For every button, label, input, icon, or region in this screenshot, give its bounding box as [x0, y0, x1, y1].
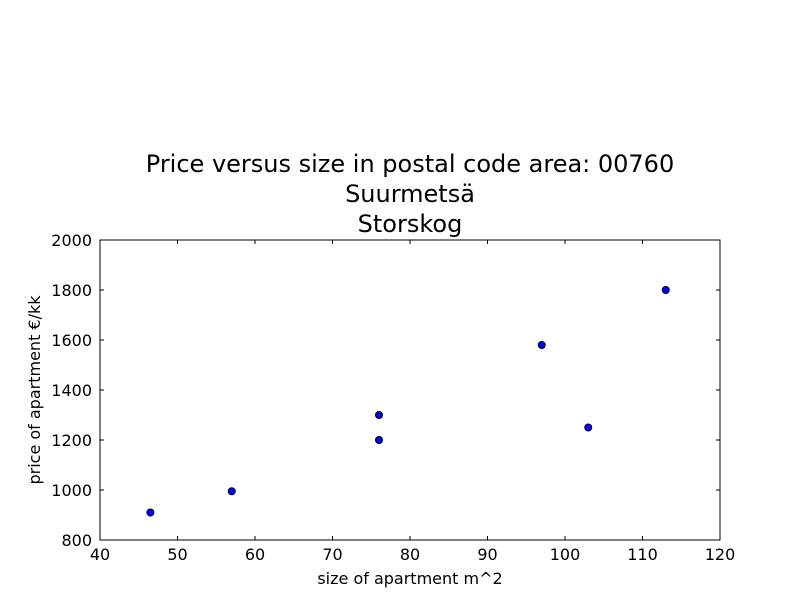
chart-title-line-1: Price versus size in postal code area: 0… — [146, 150, 674, 178]
data-point-0 — [146, 508, 155, 517]
x-tick-label: 120 — [705, 545, 736, 564]
y-tick-label: 2000 — [51, 231, 92, 250]
y-tick-label: 1800 — [51, 281, 92, 300]
x-tick-label: 60 — [245, 545, 265, 564]
chart-title-line-3: Storskog — [358, 210, 463, 238]
data-point-2 — [375, 436, 383, 444]
data-point-3 — [375, 411, 383, 419]
plot-area-frame — [99, 239, 721, 541]
y-axis-label: price of apartment €/kk — [25, 295, 44, 485]
x-tick-label: 90 — [477, 545, 497, 564]
y-tick-label: 800 — [61, 531, 92, 550]
chart-title-line-2: Suurmetsä — [345, 180, 475, 208]
axis-ticks: 40 50 60 70 80 90 100 110 120 800 1000 1200 1400 1600… — [51, 231, 735, 564]
data-point-1 — [227, 487, 236, 496]
data-point-5 — [584, 423, 593, 432]
y-tick-label: 1200 — [51, 431, 92, 450]
x-tick-label: 100 — [550, 545, 581, 564]
x-tick-label: 70 — [322, 545, 342, 564]
y-tick-label: 1000 — [51, 481, 92, 500]
x-axis-label: size of apartment m^2 — [317, 569, 502, 588]
x-tick-label: 50 — [167, 545, 187, 564]
x-tick-label: 110 — [627, 545, 658, 564]
data-points — [146, 286, 670, 517]
data-point-6 — [661, 286, 670, 294]
x-tick-label: 80 — [400, 545, 420, 564]
data-point-4 — [537, 341, 546, 349]
y-tick-label: 1400 — [51, 381, 92, 400]
y-tick-label: 1600 — [51, 331, 92, 350]
x-tick-label: 40 — [90, 545, 110, 564]
